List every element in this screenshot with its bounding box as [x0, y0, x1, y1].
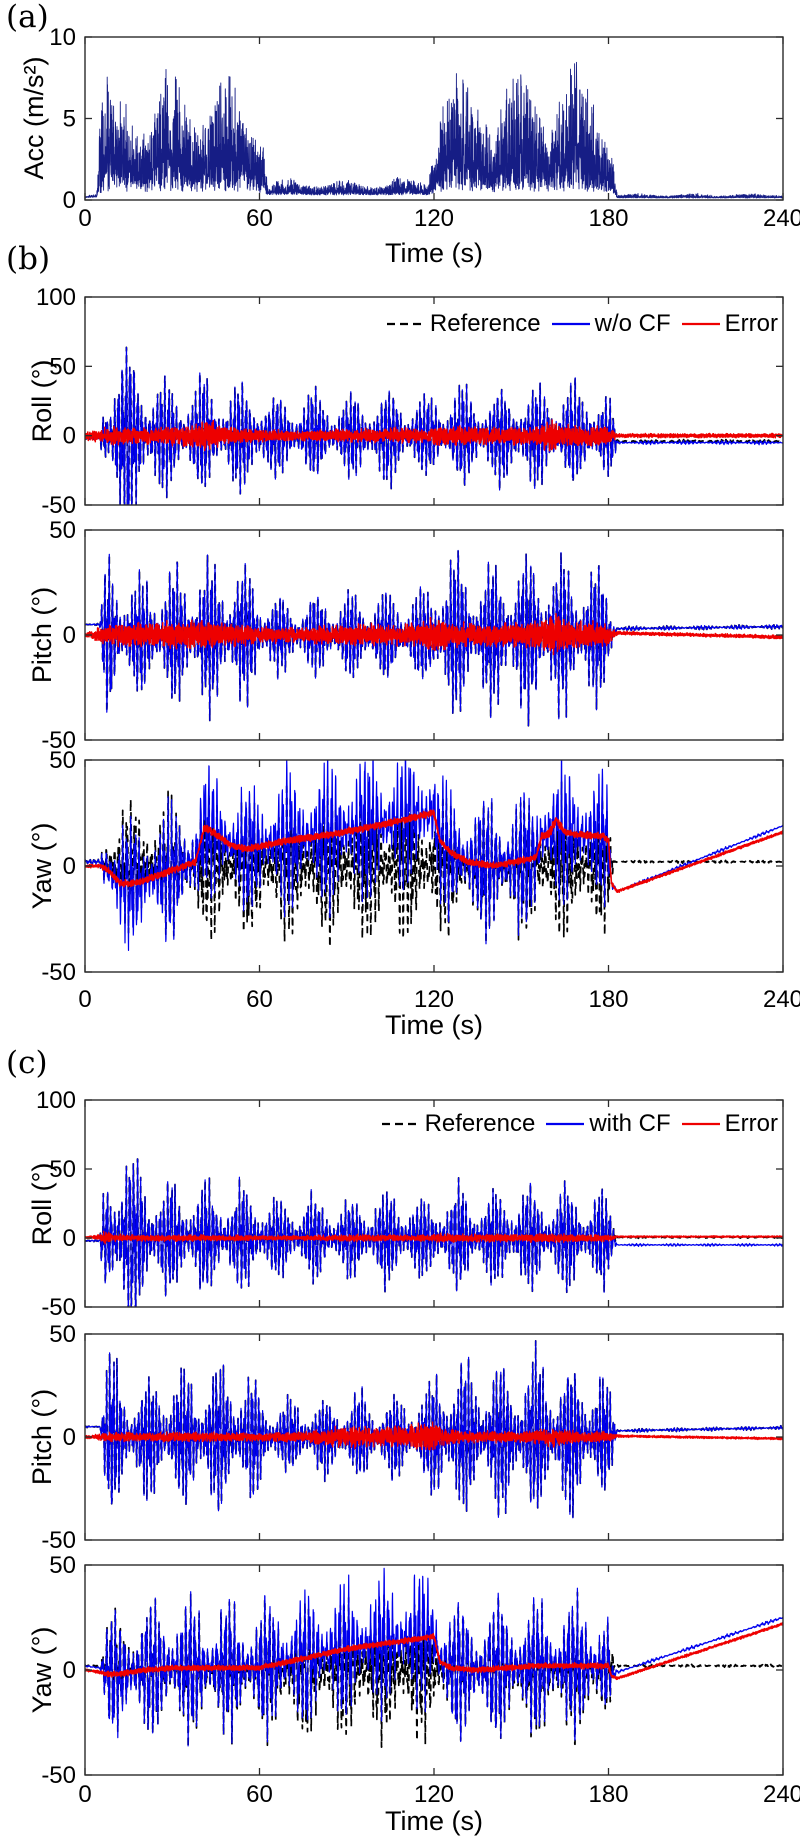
- legend-b-item-reference: Reference: [386, 310, 541, 338]
- solid-line-swatch: [681, 322, 720, 326]
- a-acc-y-tick-label: 5: [63, 106, 76, 133]
- b-pitch-series-Error: [85, 612, 783, 656]
- c-yaw-series-Error: [85, 1622, 783, 1681]
- c-yaw-y-tick-label: 50: [49, 1552, 76, 1579]
- ylabel-b-pitch: Pitch (°): [27, 586, 57, 684]
- legend-c-item-with-cf: with CF: [545, 1110, 671, 1138]
- legend-label: with CF: [589, 1110, 671, 1137]
- b-yaw-x-tick-label: 240: [763, 986, 800, 1013]
- b-yaw-y-tick-label: 50: [49, 747, 76, 774]
- b-roll-y-tick-label: 0: [63, 423, 76, 450]
- b-yaw-y-tick-label: -50: [41, 959, 76, 986]
- solid-line-swatch: [546, 1122, 585, 1126]
- a-acc-x-tick-label: 180: [588, 205, 628, 232]
- c-yaw-series-with CF: [85, 1567, 783, 1747]
- b-roll-plot-area: [85, 346, 783, 505]
- c-roll-y-tick-label: 0: [63, 1225, 76, 1252]
- b-pitch-y-tick-label: 0: [63, 622, 76, 649]
- legend-c-item-reference: Reference: [381, 1110, 536, 1138]
- b-roll-series-Error: [85, 419, 783, 452]
- ylabel-b-yaw: Yaw (°): [27, 822, 57, 910]
- ylabel-c-roll: Roll (°): [27, 1162, 57, 1246]
- legend-label: w/o CF: [594, 310, 671, 337]
- a-acc-plot-area: [85, 61, 783, 199]
- a-acc-x-tick-label: 240: [763, 205, 800, 232]
- c-yaw-x-tick-label: 240: [763, 1781, 800, 1808]
- b-yaw-x-tick-label: 120: [414, 986, 454, 1013]
- c-roll-series-Error: [85, 1230, 783, 1245]
- c-roll-plot-area: [85, 1158, 783, 1307]
- panel-label-b: (b): [6, 241, 51, 277]
- legend-label: Reference: [424, 1110, 536, 1137]
- a-acc-x-tick-label: 60: [246, 205, 273, 232]
- a-acc-x-tick-label: 0: [78, 205, 91, 232]
- ylabel-c-yaw: Yaw (°): [27, 1626, 57, 1714]
- c-roll-series-with CF: [85, 1158, 783, 1307]
- legend-b: Reference w/o CF Error: [386, 309, 778, 339]
- c-yaw-x-tick-label: 0: [78, 1781, 91, 1808]
- ylabel-b-roll: Roll (°): [27, 359, 57, 443]
- c-yaw-y-tick-label: -50: [41, 1762, 76, 1789]
- b-roll-series-w/o CF: [85, 346, 783, 505]
- xlabel-a: Time (s): [385, 238, 483, 268]
- legend-c-item-error: Error: [681, 1110, 778, 1138]
- c-yaw-x-tick-label: 180: [588, 1781, 628, 1808]
- legend-b-item-wo-cf: w/o CF: [551, 310, 671, 338]
- c-pitch-y-tick-label: -50: [41, 1527, 76, 1554]
- b-pitch-y-tick-label: 50: [49, 517, 76, 544]
- legend-label: Reference: [429, 310, 541, 337]
- xlabel-c: Time (s): [385, 1806, 483, 1836]
- c-roll-y-tick-label: 100: [36, 1087, 76, 1114]
- b-yaw-y-tick-label: 0: [63, 853, 76, 880]
- c-roll-y-tick-label: -50: [41, 1294, 76, 1321]
- c-yaw-x-tick-label: 120: [414, 1781, 454, 1808]
- b-yaw-plot-area: [85, 760, 783, 952]
- c-yaw-y-tick-label: 0: [63, 1657, 76, 1684]
- b-pitch-y-tick-label: -50: [41, 727, 76, 754]
- panel-label-a: (a): [6, 0, 49, 35]
- c-yaw-plot-area: [85, 1567, 783, 1749]
- c-roll-series-Reference: [85, 1158, 783, 1307]
- c-pitch-plot-area: [85, 1340, 783, 1519]
- b-roll-y-tick-label: 100: [36, 284, 76, 311]
- c-pitch-y-tick-label: 50: [49, 1321, 76, 1348]
- c-yaw-x-tick-label: 60: [246, 1781, 273, 1808]
- solid-line-swatch: [551, 322, 590, 326]
- b-yaw-x-tick-label: 180: [588, 986, 628, 1013]
- ylabel-acc: Acc (m/s²): [19, 56, 49, 180]
- panel-label-c: (c): [6, 1045, 48, 1081]
- b-yaw-x-tick-label: 0: [78, 986, 91, 1013]
- a-acc-y-tick-label: 10: [49, 24, 76, 51]
- dashed-line-swatch: [386, 322, 425, 326]
- a-acc-x-tick-label: 120: [414, 205, 454, 232]
- a-acc-y-tick-label: 0: [63, 187, 76, 214]
- b-roll-y-tick-label: 50: [49, 353, 76, 380]
- ylabel-c-pitch: Pitch (°): [27, 1388, 57, 1486]
- b-pitch-plot-area: [85, 549, 783, 727]
- a-acc-series-Acc: [85, 61, 783, 199]
- c-roll-y-tick-label: 50: [49, 1156, 76, 1183]
- legend-b-item-error: Error: [681, 310, 778, 338]
- b-yaw-series-Error: [85, 809, 783, 894]
- solid-line-swatch: [681, 1122, 720, 1126]
- c-pitch-y-tick-label: 0: [63, 1424, 76, 1451]
- b-roll-y-tick-label: -50: [41, 492, 76, 519]
- c-pitch-series-Error: [85, 1421, 783, 1451]
- legend-label: Error: [724, 1110, 778, 1137]
- xlabel-b: Time (s): [385, 1010, 483, 1040]
- legend-c: Reference with CF Error: [381, 1109, 778, 1139]
- legend-label: Error: [724, 310, 778, 337]
- dashed-line-swatch: [381, 1122, 420, 1126]
- b-yaw-x-tick-label: 60: [246, 986, 273, 1013]
